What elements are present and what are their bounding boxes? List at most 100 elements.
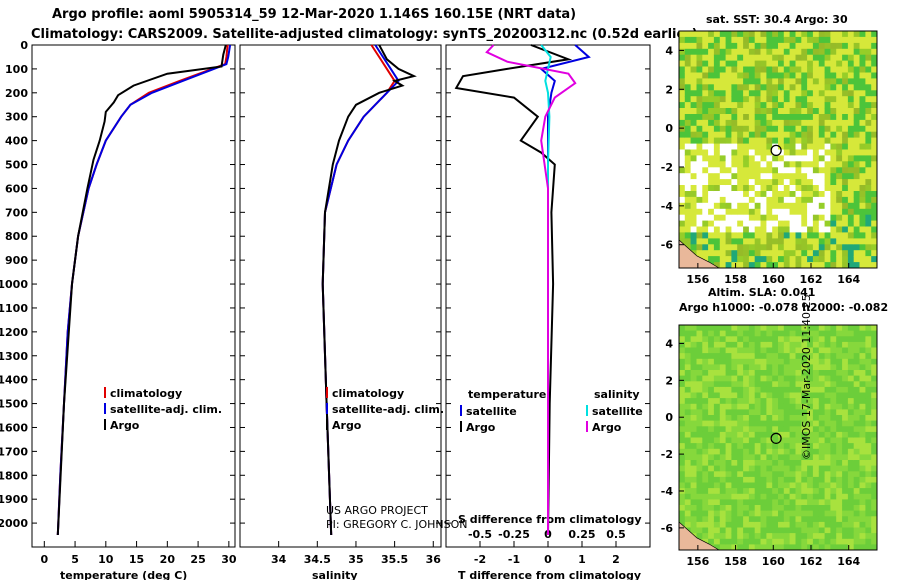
map-cell — [801, 96, 808, 103]
map-cell — [783, 48, 791, 56]
map-cell — [743, 220, 750, 227]
map-cell — [842, 262, 849, 269]
map-cell — [824, 84, 831, 91]
map-cell — [737, 214, 744, 222]
map-cell — [690, 482, 697, 489]
map-cell — [812, 465, 820, 472]
map-cell — [801, 78, 808, 85]
map-cell — [719, 420, 727, 427]
map-cell — [824, 102, 831, 109]
map-cell — [708, 102, 715, 109]
map-cell — [795, 179, 802, 186]
map-cell — [847, 108, 855, 115]
map-cell — [830, 392, 837, 399]
map-cell — [836, 78, 843, 85]
map-cell — [859, 448, 866, 455]
map-cell — [708, 353, 715, 360]
map-cell — [766, 325, 773, 332]
map-cell — [731, 471, 738, 478]
map-cell — [853, 521, 860, 528]
map-cell — [708, 149, 715, 156]
map-cell — [859, 499, 866, 506]
map-cell — [708, 214, 715, 222]
map-cell — [853, 262, 860, 269]
map-cell — [789, 36, 796, 44]
map-cell — [812, 244, 820, 251]
map-cell — [766, 137, 773, 144]
map-cell — [871, 448, 878, 455]
map-cell — [795, 238, 802, 245]
map-cell — [702, 119, 709, 127]
map-cell — [801, 375, 808, 382]
map-cell — [847, 244, 855, 251]
map-cell — [679, 471, 686, 478]
map-cell — [731, 161, 738, 168]
map-cell — [743, 90, 750, 97]
map-cell — [760, 465, 767, 472]
map-cell — [783, 131, 791, 139]
map-cell — [754, 238, 761, 245]
map-cell — [719, 185, 727, 192]
map-cell — [719, 448, 727, 455]
map-cell — [842, 533, 849, 540]
map-cell — [772, 381, 779, 388]
depth-tick-label: 400 — [5, 135, 28, 148]
map-cell — [679, 60, 686, 67]
map-cell — [748, 521, 756, 528]
map-cell — [766, 392, 773, 399]
map-cell — [760, 443, 767, 450]
map-cell — [702, 516, 709, 523]
map-cell — [853, 232, 860, 239]
map-cell — [824, 381, 831, 388]
map-cell — [818, 60, 826, 67]
map-cell — [789, 381, 796, 388]
map-cell — [778, 398, 785, 405]
map-cell — [684, 173, 692, 180]
map-cell — [760, 325, 767, 332]
map-cell — [789, 409, 796, 416]
map-cell — [859, 232, 866, 239]
map-cell — [871, 31, 878, 38]
map-cell — [713, 510, 721, 517]
map-cell — [684, 460, 692, 467]
map-cell — [772, 102, 779, 109]
map-cell — [731, 325, 738, 332]
map-cell — [754, 415, 761, 422]
map-cell — [783, 370, 791, 377]
map-cell — [859, 173, 866, 180]
map-cell — [702, 42, 709, 50]
map-cell — [690, 386, 697, 393]
map-cell — [696, 196, 703, 204]
map-cell — [801, 167, 808, 174]
map-cell — [859, 250, 866, 257]
map-cell — [760, 60, 767, 67]
map-cell — [702, 226, 709, 233]
map-cell — [871, 72, 878, 79]
map-cell — [871, 336, 878, 343]
map-cell — [684, 185, 692, 192]
map-cell — [731, 437, 738, 444]
map-cell — [812, 347, 820, 354]
map-cell — [725, 48, 732, 56]
map-cell — [865, 544, 872, 551]
map-cell — [690, 238, 697, 245]
map-cell — [760, 370, 767, 377]
map-cell — [836, 226, 843, 233]
map-cell — [830, 398, 837, 405]
map-cell — [696, 488, 703, 495]
map-cell — [871, 465, 878, 472]
map-cell — [708, 54, 715, 62]
map-cell — [778, 465, 785, 472]
map-cell — [725, 448, 732, 455]
map-cell — [865, 443, 872, 450]
map-cell — [853, 90, 860, 97]
map-cell — [725, 527, 732, 534]
map-cell — [789, 238, 796, 245]
map-cell — [795, 42, 802, 50]
map-cell — [853, 516, 860, 523]
map-cell — [853, 244, 860, 251]
map-cell — [760, 336, 767, 343]
map-cell — [696, 108, 703, 115]
map-cell — [818, 256, 826, 263]
map-cell — [807, 353, 814, 360]
